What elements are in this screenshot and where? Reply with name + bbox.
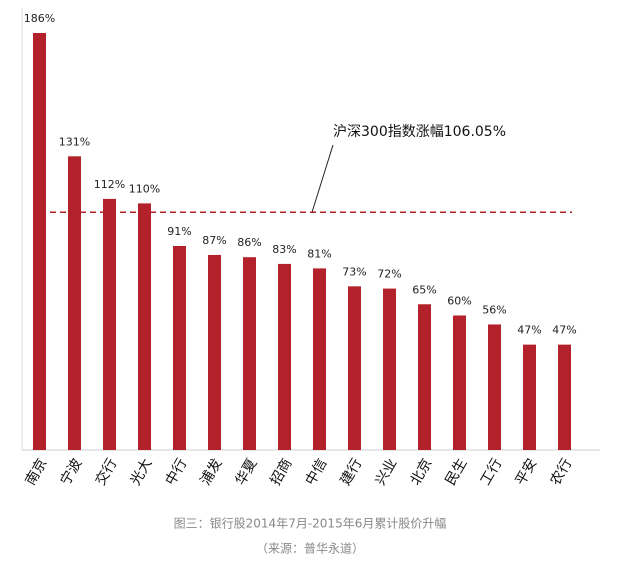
x-tick-label: 北京 [408, 456, 436, 488]
bar [488, 324, 501, 450]
x-tick-label: 华夏 [233, 456, 261, 488]
value-label: 87% [202, 234, 226, 247]
value-label: 110% [129, 182, 160, 195]
value-label: 91% [167, 225, 191, 238]
x-tick-label: 平安 [513, 456, 541, 488]
value-label: 83% [272, 243, 296, 256]
bar [243, 257, 256, 450]
source: （来源：普华永道） [256, 542, 364, 556]
x-tick-label: 民生 [443, 456, 471, 488]
bar [348, 286, 361, 450]
bar [418, 304, 431, 450]
x-tick-label: 宁波 [57, 456, 86, 489]
x-tick-label: 光大 [128, 456, 156, 488]
value-label: 186% [24, 12, 55, 25]
value-label: 112% [94, 178, 125, 191]
value-label: 73% [342, 265, 366, 278]
bar [138, 203, 151, 450]
bar [208, 254, 221, 450]
x-tick-label: 南京 [23, 456, 51, 488]
bar [558, 344, 571, 450]
x-tick-label: 中信 [303, 456, 331, 488]
bar [523, 344, 536, 450]
value-label: 47% [552, 324, 576, 337]
value-label: 56% [482, 303, 506, 316]
x-tick-label: 浦发 [198, 456, 226, 488]
x-tick-label: 中行 [163, 456, 191, 488]
bar [173, 245, 186, 450]
x-tick-label: 农行 [548, 456, 576, 488]
x-tick-label: 兴业 [373, 456, 401, 488]
value-label: 131% [59, 135, 90, 148]
bar [68, 156, 81, 450]
bar [313, 268, 326, 450]
value-label: 72% [377, 268, 401, 281]
bar [33, 33, 46, 450]
x-tick-label: 建行 [338, 456, 366, 488]
bar [103, 198, 116, 450]
x-tick-label: 工行 [478, 456, 506, 488]
x-tick-label: 交行 [92, 456, 121, 489]
bar [383, 288, 396, 450]
x-tick-label: 招商 [268, 456, 296, 488]
value-label: 60% [447, 294, 471, 307]
bar [278, 263, 291, 450]
annotation-leader [311, 144, 334, 213]
value-label: 81% [307, 247, 331, 260]
value-label: 86% [237, 236, 261, 249]
value-label: 47% [517, 324, 541, 337]
value-label: 65% [412, 283, 436, 296]
bar [453, 315, 466, 450]
reference-label: 沪深300指数涨幅106.05% [333, 124, 506, 140]
caption: 图三：银行股2014年7月-2015年6月累计股价升幅 [174, 516, 447, 531]
